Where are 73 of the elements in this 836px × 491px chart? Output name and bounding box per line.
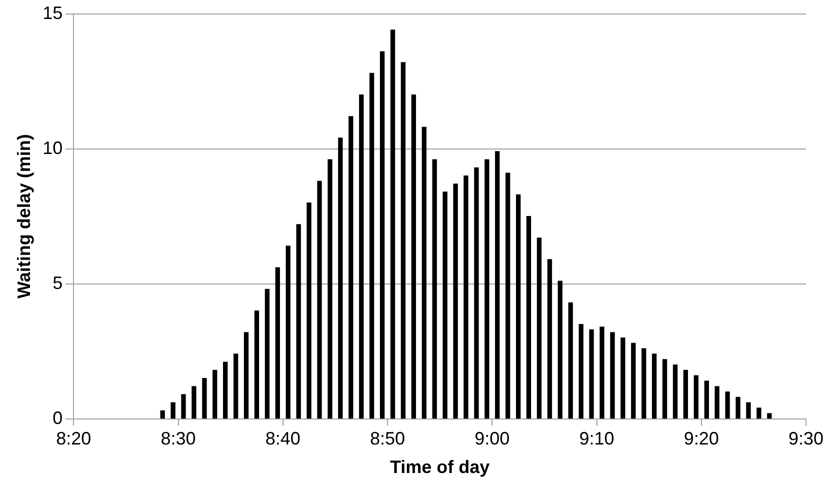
bar [212,370,218,419]
bar [286,246,290,419]
bar [244,332,249,419]
bar [390,30,396,419]
x-tick-label: 8:50 [370,428,406,449]
bar [306,202,312,419]
x-tick-label: 9:00 [474,428,510,449]
x-tick-label: 9:30 [788,428,824,449]
bar [495,151,500,419]
bar [400,62,406,419]
bar [526,216,532,419]
bar [610,332,615,419]
x-tick-label: 8:20 [56,428,92,449]
bar [411,94,416,419]
bar [662,359,668,419]
bar [620,337,626,419]
bar [547,259,552,419]
bar [223,362,228,419]
bar [254,310,260,419]
bar [746,402,751,419]
bar [767,413,772,419]
x-axis-title: Time of day [390,457,490,478]
bar [328,159,332,419]
bar [202,378,207,419]
bar [558,280,562,419]
x-tick-label: 9:10 [579,428,614,449]
bar [683,370,688,419]
x-tick-label: 8:30 [160,428,196,449]
bar [264,288,270,419]
x-tick-label: 8:40 [265,428,300,449]
y-axis-title: Waiting delay (min) [14,134,34,298]
bar [652,354,657,419]
bar [432,159,437,419]
bar [578,324,584,419]
bar [275,267,280,419]
bar [234,354,238,419]
bar [338,138,343,419]
bar [442,192,448,419]
bar [484,159,490,419]
bar [536,238,542,419]
bar [464,175,468,419]
bar [474,167,479,419]
bar [348,116,354,419]
y-tick-label: 15 [42,2,63,23]
bar [317,180,322,419]
bar [380,51,385,419]
bar [369,72,374,419]
y-tick-label: 5 [52,272,63,293]
y-tick-label: 0 [52,408,63,428]
bar [568,302,573,419]
bar [714,386,720,419]
bar [192,386,196,419]
bar [736,396,740,419]
y-tick-label: 10 [42,138,63,158]
bar [694,375,698,419]
bar [516,194,521,419]
bar [422,126,426,419]
bar [642,348,646,419]
x-tick-label: 9:20 [684,428,719,449]
bar [756,408,762,419]
bar [160,410,165,419]
bar [600,326,604,419]
bar [672,364,678,419]
bar [296,224,301,419]
bar [453,184,458,419]
bar [589,329,594,419]
bar [725,391,730,419]
bar [170,402,176,419]
bar [704,380,709,419]
bar [181,394,186,419]
bar [631,342,636,419]
bar [359,94,364,419]
bar [505,172,510,419]
